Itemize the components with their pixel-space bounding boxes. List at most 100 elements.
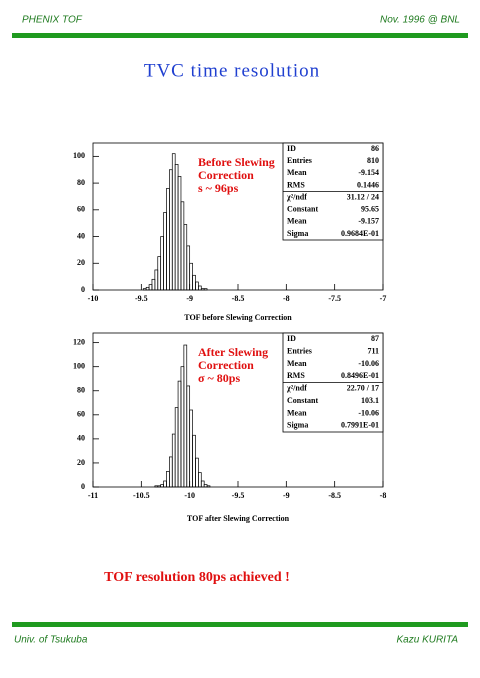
histogram-bar [166,471,170,488]
stats-value: 0.8496E-01 [341,371,379,380]
stats-value: 0.9684E-01 [341,229,379,238]
y-tick-label: 20 [77,458,85,467]
annotation: s ~ 96ps [198,181,239,195]
y-tick-label: 20 [77,258,85,267]
stats-label: χ²/ndf [286,384,307,393]
y-tick-label: 60 [77,205,85,214]
y-tick-label: 40 [77,434,85,443]
annotation: Correction [198,168,254,182]
y-tick-label: 0 [81,482,85,491]
x-tick-label: -8.5 [328,491,341,500]
histogram-bar [163,212,167,291]
header-right: Nov. 1996 @ BNL [380,15,460,26]
x-tick-label: -9 [283,491,290,500]
header-left: PHENIX TOF [22,15,83,26]
histogram-bar [169,456,173,488]
y-tick-label: 80 [77,178,85,187]
stats-label: ID [287,144,296,153]
footer-bar [12,622,468,627]
histogram-bar [177,176,182,291]
stats-label: Entries [287,156,312,165]
histogram-bar [198,285,202,291]
stats-label: Mean [287,359,307,368]
y-tick-label: 100 [73,151,85,160]
x-tick-label: -10 [184,491,195,500]
histogram-bar [195,457,199,488]
histogram-bar [142,288,147,291]
histogram-bar [186,245,191,291]
histogram-bar [183,224,188,291]
stats-label: χ²/ndf [286,192,307,201]
stats-label: Mean [287,217,307,226]
x-tick-label: -8 [380,491,387,500]
histogram-bar [171,153,176,291]
stats-value: -10.06 [358,408,379,417]
footer-right: Kazu KURITA [397,635,459,646]
histogram-bar [180,201,185,291]
histogram-bar [195,281,199,291]
histogram-bar [171,433,176,488]
histogram-bar [157,256,162,291]
stats-label: Sigma [287,229,308,238]
histogram-bar [157,485,162,488]
x-tick-label: -8.5 [232,294,245,303]
histogram-bar [154,269,159,291]
x-tick-label: -7 [380,294,387,303]
slide-title: TVC time resolution [144,60,320,81]
x-tick-label: -9.5 [232,491,245,500]
stats-label: Constant [287,205,318,214]
x-tick-label: -8 [283,294,290,303]
stats-value: -9.157 [358,217,379,226]
footer-left: Univ. of Tsukuba [14,635,88,646]
histogram-bar [151,278,156,291]
stats-label: Entries [287,346,312,355]
histogram-bar [174,407,179,488]
stats-label: ID [287,334,296,343]
histogram-bar [189,409,193,488]
histogram-bar [203,288,208,291]
stats-label: Constant [287,396,318,405]
y-tick-label: 40 [77,231,85,240]
stats-value: -9.154 [358,168,379,177]
x-tick-label: -10.5 [133,491,150,500]
y-tick-label: 120 [73,337,85,346]
annotation: After Slewing [198,345,268,359]
stats-value: 0.1446 [357,180,379,189]
histogram-bar [186,385,191,488]
histogram-bar [174,164,179,291]
conclusion: TOF resolution 80ps achieved ! [104,570,290,585]
histogram-bar [200,480,205,488]
histogram-bar [148,284,153,291]
stats-value: 31.12 / 24 [347,192,379,201]
histogram-bar [163,480,167,488]
stats-value: 86 [371,144,379,153]
histogram-bar [183,344,188,488]
histogram-bar [180,366,185,488]
y-tick-label: 100 [73,362,85,371]
histogram-bar [177,380,182,488]
annotation: σ ~ 80ps [198,371,240,385]
stats-value: 95.65 [361,205,379,214]
y-tick-label: 0 [81,285,85,294]
stats-value: 711 [367,346,379,355]
stats-label: Mean [287,408,307,417]
stats-value: 22.70 / 17 [347,384,379,393]
x-tick-label: -7.5 [328,294,341,303]
histogram-bar [189,262,193,291]
x-tick-label: -9 [186,294,193,303]
stats-value: 103.1 [361,396,379,405]
stats-label: RMS [287,371,305,380]
histogram-bar [160,236,164,291]
histogram-bar [166,188,170,291]
y-tick-label: 80 [77,386,85,395]
x-axis-label: TOF after Slewing Correction [187,514,290,523]
stats-label: Mean [287,168,307,177]
header-bar [12,33,468,38]
stats-label: Sigma [287,421,308,430]
histogram-bar [154,485,159,488]
annotation: Correction [198,358,254,372]
x-tick-label: -11 [88,491,98,500]
stats-value: -10.06 [358,359,379,368]
stats-value: 87 [371,334,379,343]
